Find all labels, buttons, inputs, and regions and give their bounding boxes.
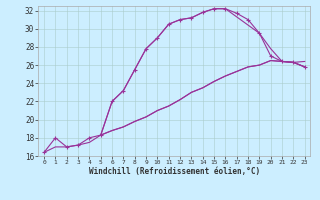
X-axis label: Windchill (Refroidissement éolien,°C): Windchill (Refroidissement éolien,°C) — [89, 167, 260, 176]
